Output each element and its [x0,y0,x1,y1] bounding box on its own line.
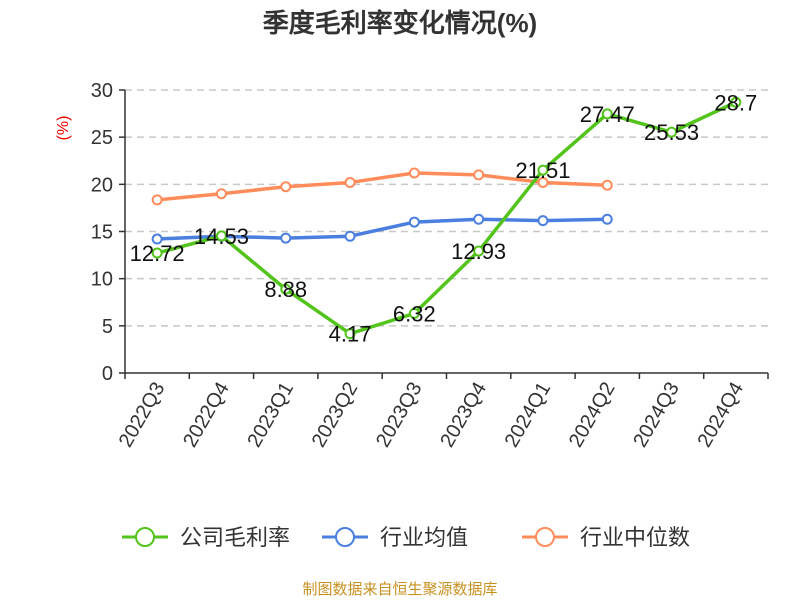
legend-marker [335,527,355,547]
y-tick-label: 15 [91,222,113,244]
data-point [473,213,485,225]
data-label: 8.88 [264,277,307,302]
y-tick-label: 25 [91,127,113,149]
data-point [280,232,292,244]
x-tick-label: 2023Q4 [436,379,491,452]
data-point [151,233,163,245]
legend-marker [535,527,555,547]
y-tick-label: 10 [91,269,113,291]
data-point [408,307,420,319]
data-point [537,164,549,176]
data-point [408,167,420,179]
data-point [151,247,163,259]
y-tick-label: 5 [102,316,113,338]
data-point [666,126,678,138]
data-point [601,213,613,225]
data-label: 12.72 [130,241,185,266]
x-tick-label: 2022Q3 [115,379,170,452]
data-point [344,176,356,188]
source-note: 制图数据来自恒生聚源数据库 [302,581,497,598]
y-tick-label: 30 [91,80,113,102]
legend-marker [135,527,155,547]
legend-label: 行业均值 [380,525,468,550]
x-tick-label: 2023Q1 [243,379,298,452]
data-point [473,245,485,257]
data-point [151,194,163,206]
legend-label: 行业中位数 [580,525,690,550]
data-label: 27.47 [580,102,635,127]
data-point [215,230,227,242]
data-point [473,169,485,181]
x-tick-label: 2024Q1 [501,379,556,452]
series-line [157,217,608,241]
data-point [537,176,549,188]
data-point [537,215,549,227]
data-label: 14.53 [194,224,249,249]
data-point [280,181,292,193]
data-point [601,179,613,191]
y-tick-label: 0 [102,363,113,385]
y-axis-label: (%) [55,116,72,141]
data-point [408,216,420,228]
x-tick-label: 2024Q3 [629,379,684,452]
data-point [344,230,356,242]
data-point [215,188,227,200]
series-line [156,100,737,336]
data-point [280,283,292,295]
data-point [344,328,356,340]
data-label: 25.53 [644,120,699,145]
x-tick-label: 2023Q3 [372,379,427,452]
x-tick-label: 2024Q2 [565,379,620,452]
data-label: 6.32 [393,301,436,326]
x-tick-label: 2023Q2 [308,379,363,452]
data-label: 4.17 [329,322,372,347]
data-label: 21.51 [515,158,570,183]
data-label: 12.93 [451,239,506,264]
data-point [601,108,613,120]
legend-label: 公司毛利率 [180,525,290,550]
x-tick-label: 2024Q4 [694,379,749,452]
data-point [730,96,742,108]
chart-title: 季度毛利率变化情况(%) [263,8,537,38]
x-tick-label: 2022Q4 [179,379,234,452]
y-tick-label: 20 [91,174,113,196]
data-label: 28.7 [714,90,757,115]
